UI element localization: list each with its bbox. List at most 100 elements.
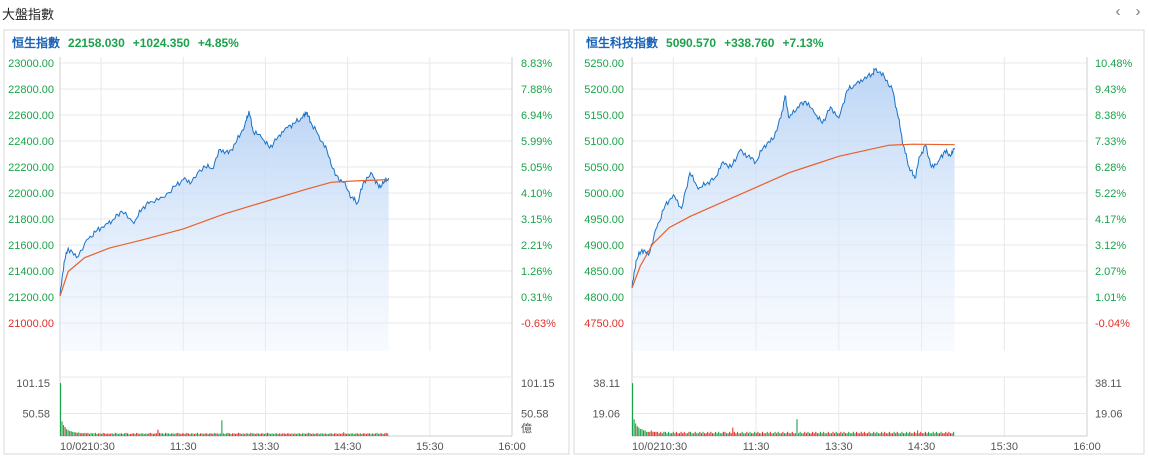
volume-bar bbox=[733, 431, 735, 436]
volume-bar bbox=[224, 433, 226, 436]
volume-bar bbox=[149, 432, 151, 436]
volume-bar bbox=[657, 431, 659, 436]
volume-bar bbox=[370, 433, 372, 436]
volume-bar bbox=[769, 431, 771, 436]
y-tick-label: 22400.00 bbox=[8, 136, 54, 148]
volume-bar bbox=[161, 433, 164, 436]
volume-bar bbox=[189, 433, 191, 436]
volume-bar bbox=[884, 431, 886, 436]
volume-bar bbox=[832, 431, 834, 436]
volume-bar bbox=[896, 431, 898, 436]
index-panel-2: 恒生科技指數 5090.570 +338.760 +7.13% 5250.00 10.48… bbox=[573, 29, 1145, 455]
price-area bbox=[632, 68, 955, 351]
volume-bar bbox=[951, 433, 953, 436]
volume-bar bbox=[311, 433, 313, 436]
y-tick-label: 22600.00 bbox=[8, 110, 54, 122]
volume-bar bbox=[142, 433, 144, 436]
price-line bbox=[631, 67, 956, 288]
volume-bar bbox=[802, 433, 804, 436]
page-title: 大盤指數 bbox=[2, 7, 55, 22]
volume-bar bbox=[819, 431, 822, 436]
prev-arrow-icon[interactable]: ‹ bbox=[1115, 3, 1121, 20]
vol-mid-label-right: 50.58 bbox=[521, 409, 549, 421]
volume-bar bbox=[766, 431, 768, 436]
volume-bar bbox=[666, 433, 668, 436]
volume-bar bbox=[291, 433, 293, 436]
volume-bar bbox=[73, 432, 75, 436]
index-change: +1024.350 bbox=[133, 36, 190, 50]
volume-bar bbox=[696, 433, 698, 436]
volume-bar bbox=[266, 432, 269, 436]
volume-bar bbox=[84, 432, 86, 436]
volume-bar bbox=[169, 433, 171, 436]
volume-bar bbox=[777, 431, 779, 436]
volume-bar bbox=[245, 433, 247, 436]
volume-bar bbox=[835, 431, 837, 436]
volume-bar bbox=[934, 433, 936, 436]
volume-bar bbox=[854, 433, 856, 436]
volume-bar bbox=[827, 431, 829, 436]
volume-bar bbox=[642, 430, 645, 436]
volume-bar bbox=[126, 433, 129, 436]
y-tick-label: 21800.00 bbox=[8, 214, 54, 226]
volume-bar bbox=[350, 433, 352, 436]
volume-bar bbox=[874, 433, 876, 436]
volume-bar bbox=[298, 433, 301, 436]
index-last: 22158.030 bbox=[68, 36, 125, 50]
volume-bar bbox=[891, 433, 894, 436]
volume-bar bbox=[716, 433, 718, 436]
volume-bar bbox=[798, 433, 800, 436]
volume-bar bbox=[335, 433, 337, 436]
volume-bar bbox=[285, 433, 287, 436]
volume-bar bbox=[114, 432, 116, 436]
volume-bar bbox=[921, 433, 923, 436]
volume-bar bbox=[221, 420, 223, 436]
volume-bar bbox=[117, 433, 119, 436]
index-change: +338.760 bbox=[724, 36, 775, 50]
volume-bar bbox=[669, 433, 671, 436]
volume-bar bbox=[761, 431, 764, 436]
volume-bar bbox=[130, 433, 132, 436]
volume-bar bbox=[76, 432, 78, 436]
volume-bar bbox=[913, 431, 916, 436]
volume-bar bbox=[823, 431, 825, 436]
volume-bar bbox=[945, 431, 947, 436]
volume-bar bbox=[235, 433, 237, 436]
volume-bar bbox=[870, 433, 872, 436]
vol-max-label: 101.15 bbox=[16, 378, 50, 390]
volume-bar bbox=[165, 432, 167, 436]
volume-bar bbox=[918, 433, 920, 436]
volume-bar bbox=[260, 433, 262, 436]
volume-bar bbox=[317, 433, 319, 436]
volume-bar bbox=[730, 433, 732, 436]
volume-bar bbox=[680, 431, 682, 436]
volume-bar bbox=[830, 433, 833, 436]
volume-bar bbox=[257, 433, 259, 436]
volume-bar bbox=[755, 433, 757, 436]
volume-bar bbox=[238, 432, 240, 436]
volume-bar bbox=[148, 433, 150, 436]
pct-tick-label: 5.99% bbox=[521, 136, 552, 148]
volume-bar bbox=[254, 433, 256, 436]
volume-bar bbox=[140, 433, 142, 436]
volume-bar bbox=[367, 433, 369, 436]
volume-bar bbox=[702, 431, 704, 436]
volume-bar bbox=[757, 431, 759, 436]
next-arrow-icon[interactable]: › bbox=[1135, 3, 1141, 20]
volume-bar bbox=[163, 433, 165, 436]
vol-mid-label: 19.06 bbox=[592, 409, 620, 421]
vol-mid-label-right: 19.06 bbox=[1095, 409, 1123, 421]
volume-bar bbox=[236, 433, 238, 436]
volume-bar bbox=[171, 433, 173, 436]
volume-bar bbox=[694, 431, 696, 436]
volume-bar bbox=[674, 433, 676, 436]
volume-bar bbox=[686, 433, 688, 436]
y-tick-label: 4950.00 bbox=[584, 214, 624, 226]
volume-bar bbox=[75, 432, 77, 436]
x-tick-label: 11:30 bbox=[170, 441, 197, 453]
volume-bar bbox=[855, 431, 858, 436]
volume-bar bbox=[760, 433, 762, 436]
volume-bar bbox=[677, 433, 679, 436]
volume-bar bbox=[263, 433, 265, 436]
volume-bar bbox=[700, 433, 703, 436]
